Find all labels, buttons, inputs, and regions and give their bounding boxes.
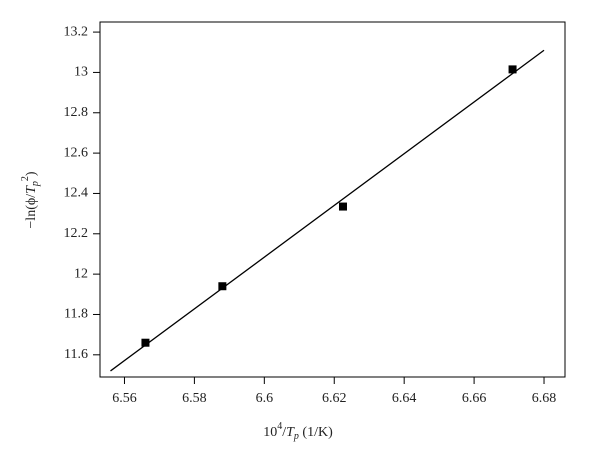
x-tick-label: 6.64 [392, 391, 417, 406]
x-tick-label: 6.56 [112, 391, 137, 406]
x-tick-label: 6.6 [256, 391, 274, 406]
y-tick-label: 12.6 [64, 145, 89, 160]
x-tick-label: 6.62 [322, 391, 347, 406]
y-axis-label: −ln(ϕ/Tp2) [20, 171, 41, 229]
y-tick-label: 13.2 [64, 24, 89, 39]
data-point [218, 282, 227, 291]
y-tick-label: 11.8 [64, 307, 88, 322]
y-tick-label: 11.6 [64, 347, 88, 362]
y-tick-label: 12.2 [64, 226, 89, 241]
x-tick-label: 6.68 [532, 391, 557, 406]
x-tick-label: 6.58 [182, 391, 207, 406]
y-tick-label: 12.8 [64, 105, 89, 120]
x-axis-label: 104/Tp (1/K) [263, 421, 333, 442]
data-point [338, 202, 347, 211]
x-tick-label: 6.66 [462, 391, 487, 406]
data-point [141, 338, 150, 347]
plot-frame [99, 21, 566, 378]
y-tick-label: 12 [74, 266, 88, 281]
y-tick-label: 12.4 [64, 186, 89, 201]
y-tick-label: 13 [74, 65, 88, 80]
data-point [508, 65, 517, 74]
fit-line [110, 49, 545, 372]
